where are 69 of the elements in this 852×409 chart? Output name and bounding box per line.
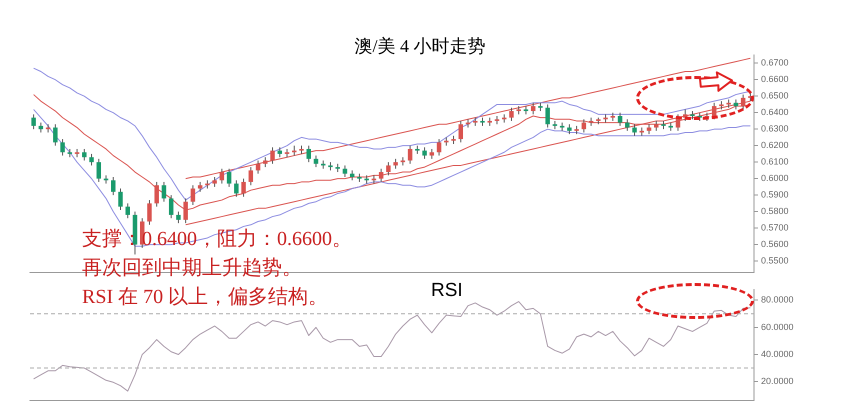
candlestick (314, 155, 318, 168)
candlestick (625, 118, 630, 132)
candlestick (176, 211, 181, 224)
y-tick-label: 60.0000 (761, 322, 794, 332)
y-tick-label: 80.0000 (761, 294, 794, 305)
candlestick (226, 168, 232, 188)
y-tick-label: 0.6100 (761, 156, 789, 167)
annotation: 再次回到中期上升趋势。 (82, 256, 303, 281)
candlestick (125, 202, 130, 219)
chart-title: RSI (431, 280, 463, 302)
candlestick (190, 184, 196, 206)
candlestick (646, 124, 652, 135)
candlestick (545, 104, 550, 128)
candlestick (82, 148, 87, 162)
candlestick (509, 107, 514, 122)
y-tick-label: 0.6000 (761, 173, 789, 184)
candlestick (198, 181, 202, 192)
candlestick (306, 145, 311, 163)
y-tick-label: 0.6700 (761, 58, 789, 68)
candlestick (342, 164, 348, 178)
candlestick (31, 114, 36, 130)
chart-title: 澳/美 4 小时走势 (353, 35, 486, 58)
y-tick-label: 0.6200 (761, 140, 789, 150)
candlestick (168, 194, 174, 219)
candlestick (53, 124, 58, 146)
candlestick (386, 162, 391, 176)
y-tick-label: 0.5800 (761, 206, 789, 216)
candlestick (393, 158, 398, 170)
candlestick (408, 145, 412, 164)
candlestick (147, 200, 152, 226)
candlestick (618, 112, 622, 126)
candlestick (632, 124, 637, 136)
candlestick (212, 176, 217, 188)
candlestick (430, 148, 434, 160)
y-tick-label: 0.5600 (761, 239, 789, 250)
candlestick (154, 181, 159, 208)
candlestick (96, 158, 102, 182)
candlestick (38, 122, 44, 133)
y-tick-label: 40.0000 (761, 348, 794, 359)
candlestick (654, 120, 659, 132)
y-tick-label: 0.5900 (761, 190, 789, 200)
y-tick-label: 0.5500 (761, 256, 789, 266)
candlestick (162, 181, 166, 202)
y-tick-label: 20.0000 (761, 376, 794, 386)
candlestick (89, 153, 94, 166)
y-tick-label: 0.5700 (761, 222, 789, 233)
candlestick (292, 145, 297, 156)
candlestick (270, 146, 275, 164)
candlestick (567, 124, 572, 135)
candlestick (234, 180, 239, 198)
candlestick (378, 168, 384, 182)
annotation: RSI 在 70 以上，偏多结构。 (82, 285, 330, 310)
candlestick (350, 170, 354, 181)
candlestick (111, 176, 116, 196)
candlestick (436, 138, 442, 156)
candlestick (422, 146, 427, 160)
candlestick (734, 99, 738, 110)
candlestick (263, 156, 268, 168)
candlestick (278, 146, 282, 158)
y-tick-label: 0.6600 (761, 74, 789, 84)
candlestick (256, 160, 260, 174)
candlestick (60, 138, 65, 156)
candlestick (582, 118, 586, 133)
y-tick-label: 0.6500 (761, 90, 789, 101)
y-tick-label: 0.6300 (761, 124, 789, 134)
candlestick (241, 178, 246, 198)
y-tick-label: 0.6400 (761, 107, 789, 118)
candlestick (530, 102, 536, 115)
candlestick (458, 120, 464, 143)
